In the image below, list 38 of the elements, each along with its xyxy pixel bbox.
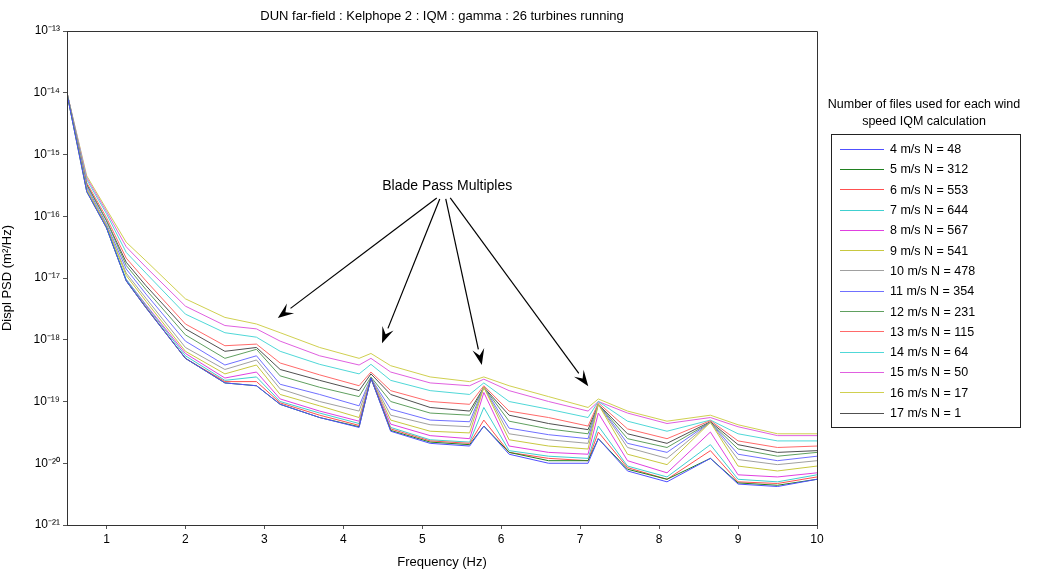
y-tick-label: 10⁻¹⁴ xyxy=(33,85,60,100)
y-tick-label: 10⁻¹⁸ xyxy=(33,332,60,347)
x-tick-label: 1 xyxy=(103,531,111,546)
x-tick-label: 3 xyxy=(261,531,269,546)
y-axis-title: Displ PSD (m²/Hz) xyxy=(0,224,15,332)
x-tick-label: 4 xyxy=(339,531,347,546)
y-tick-label: 10⁻¹⁵ xyxy=(33,146,61,161)
y-tick-label: 10⁻¹³ xyxy=(34,23,60,38)
x-tick-label: 6 xyxy=(497,531,505,546)
chart-title: DUN far-field : Kelphope 2 : IQM : gamma : 26 turbines running xyxy=(260,7,624,23)
legend-label: 16 m/s N = 17 xyxy=(890,385,969,400)
legend-label: 5 m/s N = 312 xyxy=(890,162,969,177)
y-tick-label: 10⁻¹⁶ xyxy=(33,208,61,223)
legend-label: 10 m/s N = 478 xyxy=(890,263,976,278)
legend-label: 4 m/s N = 48 xyxy=(890,142,962,157)
x-axis-title: Frequency (Hz) xyxy=(397,553,487,569)
x-tick-label: 9 xyxy=(734,531,742,546)
x-tick-label: 7 xyxy=(576,531,584,546)
legend-label: 12 m/s N = 231 xyxy=(890,304,976,319)
legend-label: 9 m/s N = 541 xyxy=(890,243,969,258)
y-tick-label: 10⁻²¹ xyxy=(34,517,60,532)
legend-label: 15 m/s N = 50 xyxy=(890,365,969,380)
legend-label: 6 m/s N = 553 xyxy=(890,182,969,197)
legend-label: 13 m/s N = 115 xyxy=(890,324,975,339)
annotation: Blade Pass Multiples xyxy=(382,176,513,193)
y-tick-label: 10⁻²⁰ xyxy=(34,455,60,470)
y-tick-label: 10⁻¹⁷ xyxy=(34,270,60,285)
x-tick-label: 2 xyxy=(182,531,190,546)
legend-label: 11 m/s N = 354 xyxy=(890,284,975,299)
x-tick-label: 10 xyxy=(810,531,824,546)
x-tick-label: 8 xyxy=(655,531,663,546)
legend-label: 8 m/s N = 567 xyxy=(890,223,969,238)
legend-label: 7 m/s N = 644 xyxy=(890,203,969,218)
legend-label: 14 m/s N = 64 xyxy=(890,345,969,360)
legend-title: Number of files used for each wind speed IQM calculation xyxy=(826,96,1022,130)
x-tick-label: 5 xyxy=(418,531,426,546)
legend-label: 17 m/s N = 1 xyxy=(890,406,962,420)
y-tick-label: 10⁻¹⁹ xyxy=(33,393,60,408)
